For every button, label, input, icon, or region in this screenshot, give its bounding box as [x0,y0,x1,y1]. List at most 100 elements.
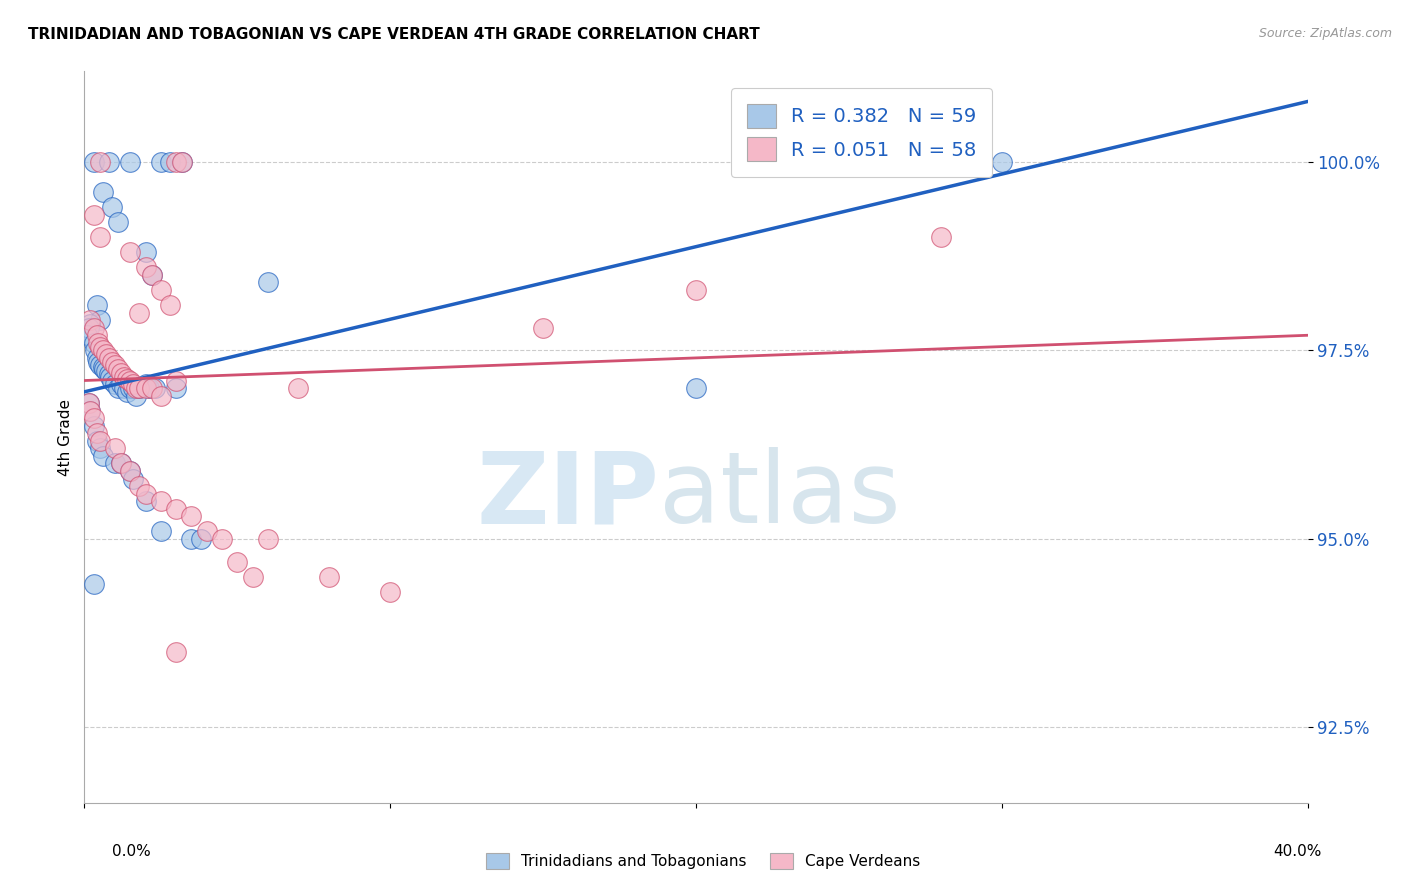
Point [120,464,142,478]
Point [128,306,150,320]
Point [125,381,148,395]
Point [929,230,952,244]
Point [76,328,98,343]
Point [165,645,187,659]
Point [257,276,280,290]
Point [79,317,101,331]
Point [97,154,120,169]
Point [128,479,150,493]
Point [380,584,402,599]
Point [211,532,233,546]
Point [89,313,111,327]
Point [685,381,707,395]
Point [128,381,150,395]
Point [120,374,142,388]
Point [135,245,157,260]
Point [83,208,105,222]
Text: TRINIDADIAN AND TOBAGONIAN VS CAPE VERDEAN 4TH GRADE CORRELATION CHART: TRINIDADIAN AND TOBAGONIAN VS CAPE VERDE… [28,27,759,42]
Point [141,268,163,282]
Point [159,154,181,169]
Point [89,359,111,373]
Point [107,215,129,229]
Point [135,486,157,500]
Point [86,328,108,343]
Point [83,411,105,425]
Text: ZIP: ZIP [477,447,659,544]
Point [149,389,172,403]
Point [97,351,120,365]
Point [122,381,145,395]
Point [172,154,194,169]
Point [86,426,108,441]
Point [159,298,181,312]
Point [101,374,124,388]
Point [86,351,108,365]
Point [112,381,135,395]
Point [135,494,157,508]
Text: 40.0%: 40.0% [1274,845,1322,859]
Point [89,442,111,456]
Point [107,381,129,395]
Point [110,377,132,392]
Point [104,377,127,392]
Point [991,154,1014,169]
Point [83,154,105,169]
Point [91,185,114,199]
Point [165,501,187,516]
Point [287,381,309,395]
Point [83,577,105,591]
Legend: R = 0.382   N = 59, R = 0.051   N = 58: R = 0.382 N = 59, R = 0.051 N = 58 [731,88,993,177]
Point [195,524,218,539]
Point [149,494,172,508]
Point [242,569,264,583]
Point [91,343,114,358]
Point [104,359,127,373]
Point [685,283,707,297]
Point [94,364,117,378]
Point [115,384,138,399]
Point [122,471,145,485]
Point [143,381,166,395]
Y-axis label: 4th Grade: 4th Grade [58,399,73,475]
Point [83,335,105,350]
Point [83,320,105,334]
Point [97,368,120,382]
Point [98,369,121,384]
Point [79,403,101,417]
Point [180,532,202,546]
Point [120,154,142,169]
Point [120,464,142,478]
Point [104,457,127,471]
Point [190,532,212,546]
Legend: Trinidadians and Tobagonians, Cape Verdeans: Trinidadians and Tobagonians, Cape Verde… [479,847,927,875]
Point [110,366,132,380]
Point [87,335,110,350]
Point [531,320,554,334]
Point [101,200,124,214]
Point [91,449,114,463]
Point [101,354,124,368]
Point [138,381,160,395]
Point [128,381,150,395]
Point [79,403,101,417]
Point [318,569,340,583]
Point [89,230,111,244]
Point [838,154,860,169]
Point [180,509,202,524]
Point [93,362,115,376]
Point [79,313,101,327]
Point [89,434,111,448]
Point [86,298,108,312]
Point [84,343,107,358]
Point [149,283,172,297]
Point [172,154,194,169]
Point [83,418,105,433]
Point [110,457,132,471]
Text: 0.0%: 0.0% [112,845,152,859]
Point [87,354,110,368]
Point [77,396,100,410]
Point [125,389,148,403]
Point [149,154,172,169]
Point [89,340,111,354]
Point [115,372,138,386]
